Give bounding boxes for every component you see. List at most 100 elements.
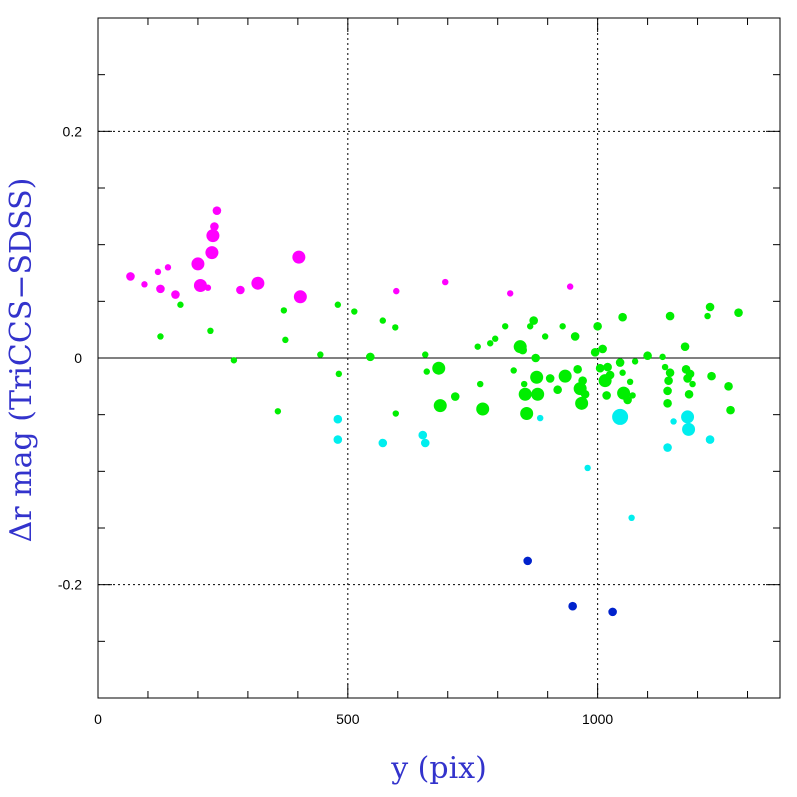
data-point-green (684, 389, 694, 399)
data-point-cyan (670, 418, 677, 425)
data-point-green (450, 392, 460, 401)
data-point-blue (608, 607, 617, 617)
data-point-magenta (506, 290, 514, 297)
data-point-green (433, 399, 447, 413)
data-point-green (618, 312, 627, 322)
data-point-green (664, 376, 673, 385)
data-point-green (351, 308, 358, 315)
data-point-green (643, 351, 652, 361)
data-point-cyan (612, 408, 629, 425)
data-point-cyan (681, 410, 695, 424)
data-point-magenta (126, 272, 135, 281)
data-point-cyan (418, 430, 428, 440)
data-point-green (157, 333, 164, 340)
axis-ticks (97, 18, 780, 698)
data-point-green (580, 389, 590, 399)
data-point-green (559, 323, 566, 330)
data-point-green (392, 324, 399, 331)
y-tick-label: 0.2 (63, 123, 83, 139)
data-point-green (531, 353, 540, 363)
data-point-green (626, 378, 634, 385)
data-point-magenta (141, 281, 148, 288)
data-point-green (663, 386, 672, 396)
data-point-green (282, 336, 289, 344)
y-tick-label: 0 (74, 350, 82, 366)
data-point-green (526, 323, 534, 330)
data-point-green (474, 343, 481, 350)
data-point-magenta (164, 264, 172, 271)
data-point-green (659, 353, 666, 361)
data-point-green (477, 380, 484, 388)
data-point-green (366, 352, 375, 362)
data-point-green (541, 333, 549, 340)
data-point-magenta (156, 284, 165, 294)
data-point-green (593, 321, 602, 331)
data-point-green (598, 344, 607, 354)
data-point-magenta (251, 276, 265, 290)
data-point-green (590, 348, 600, 357)
data-point-cyan (333, 435, 343, 444)
data-point-green (665, 368, 675, 378)
data-point-green (492, 335, 499, 342)
data-point-green (602, 391, 611, 400)
data-point-green (704, 312, 711, 320)
data-point-green (423, 368, 430, 375)
data-point-green (317, 351, 324, 358)
data-point-cyan (378, 438, 388, 448)
x-tick-label: 1000 (582, 711, 613, 727)
data-point-blue (523, 556, 532, 566)
data-point-green (558, 369, 572, 383)
data-point-cyan (420, 438, 430, 448)
data-point-magenta (206, 229, 220, 243)
y-tick-label: -0.2 (58, 577, 82, 593)
tick-labels: 0 500 1000 -0.2 0 0.2 (58, 123, 614, 727)
data-point-magenta (292, 250, 306, 264)
data-point-magenta (204, 284, 212, 291)
data-point-cyan (682, 422, 696, 436)
data-point-cyan (663, 443, 672, 452)
data-point-green (207, 327, 214, 334)
x-tick-label: 500 (336, 711, 360, 727)
data-point-green (623, 395, 632, 405)
data-point-green (575, 396, 589, 410)
data-point-green (545, 374, 555, 383)
y-axis-title: Δr mag (TriCCS−SDSS) (4, 178, 39, 543)
data-point-cyan (333, 414, 343, 424)
data-point-green (280, 307, 288, 314)
data-point-green (603, 362, 612, 372)
data-point-magenta (193, 278, 207, 292)
data-point-green (689, 380, 696, 388)
data-point-magenta (191, 257, 205, 271)
data-point-cyan (536, 414, 544, 422)
data-point-green (705, 302, 715, 312)
data-point-magenta (566, 283, 574, 290)
data-point-magenta (293, 290, 307, 304)
x-tick-label: 0 (94, 711, 102, 727)
data-point-green (665, 311, 675, 321)
data-point-green (680, 342, 690, 351)
data-point-green (274, 408, 282, 415)
data-point-green (422, 351, 429, 358)
data-point-green (685, 369, 695, 379)
data-point-green (661, 363, 669, 371)
data-point-green (734, 308, 743, 317)
data-point-green (335, 370, 343, 378)
data-point-green (518, 345, 527, 355)
data-point-green (578, 376, 587, 385)
data-point-green (595, 363, 605, 373)
data-point-cyan (705, 435, 715, 444)
data-point-magenta (212, 206, 222, 215)
data-point-green (631, 358, 639, 365)
data-point-magenta (442, 278, 449, 286)
data-point-green (553, 385, 562, 395)
data-points (126, 206, 743, 617)
data-point-green (177, 301, 184, 308)
data-point-green (619, 369, 626, 376)
data-point-green (724, 382, 733, 391)
data-point-green (529, 316, 538, 325)
data-point-magenta (171, 290, 180, 299)
data-point-magenta (393, 287, 400, 295)
data-point-green (530, 370, 544, 384)
data-point-green (432, 361, 446, 375)
